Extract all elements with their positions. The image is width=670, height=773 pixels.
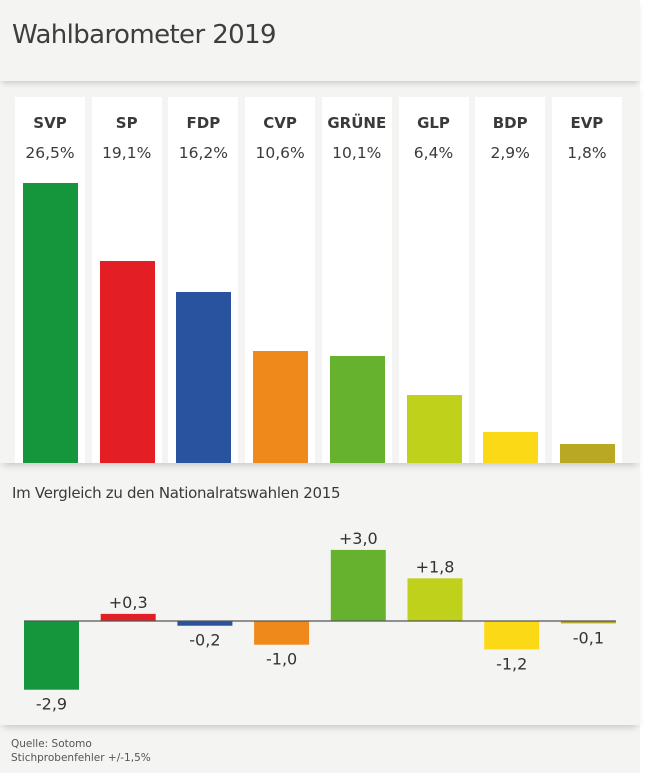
- party-column-cvp: CVP 10,6%: [245, 97, 316, 463]
- footer: Quelle: Sotomo Stichprobenfehler +/-1,5%: [11, 737, 151, 765]
- party-column-bdp: BDP 2,9%: [475, 97, 546, 463]
- comparison-panel: [0, 463, 640, 725]
- change-bar-fdp: [177, 621, 233, 626]
- results-chart: SVP 26,5% SP 19,1% FDP 16,2% CVP 10,6% GRÜNE 10,1…: [0, 81, 640, 463]
- change-bar-sp: [100, 613, 156, 621]
- party-name: SVP: [33, 114, 67, 132]
- change-bar-glp: [407, 578, 463, 621]
- party-bar: [253, 351, 309, 463]
- change-label: -0,1: [573, 628, 604, 647]
- comparison-subtitle: Im Vergleich zu den Nationalratswahlen 2…: [12, 484, 341, 502]
- change-label: +0,3: [109, 593, 148, 612]
- party-percentage: 26,5%: [25, 144, 75, 162]
- party-name: GRÜNE: [327, 114, 387, 132]
- party-percentage: 2,9%: [490, 144, 530, 162]
- change-bar-grne: [330, 549, 386, 621]
- party-column-sp: SP 19,1%: [91, 97, 162, 463]
- party-name: BDP: [492, 114, 528, 132]
- source-note: Quelle: Sotomo: [11, 738, 92, 750]
- change-label: +1,8: [416, 557, 455, 576]
- party-percentage: 1,8%: [567, 144, 607, 162]
- party-name: EVP: [570, 114, 604, 132]
- party-bar: [483, 432, 539, 463]
- change-bar-svp: [24, 621, 79, 690]
- party-percentage: 16,2%: [178, 144, 229, 162]
- party-column-grne: GRÜNE 10,1%: [321, 97, 392, 463]
- comparison-chart: -2,9 +0,3 -0,2 -1,0 +3,0 +1,8 -1,2 -0,1: [24, 529, 616, 714]
- party-bar: [559, 443, 615, 463]
- party-name: GLP: [417, 114, 450, 132]
- change-label: -1,2: [496, 654, 527, 673]
- change-label: -2,9: [36, 695, 67, 714]
- error-margin-note: Stichprobenfehler +/-1,5%: [11, 752, 151, 764]
- party-column-fdp: FDP 16,2%: [168, 97, 239, 463]
- change-bar-cvp: [254, 621, 310, 645]
- party-column-svp: SVP 26,5%: [15, 97, 85, 463]
- party-bar: [23, 183, 78, 463]
- party-percentage: 19,1%: [102, 144, 152, 162]
- party-column-evp: EVP 1,8%: [551, 97, 622, 463]
- party-bar: [329, 356, 385, 463]
- change-label: -1,0: [266, 650, 297, 669]
- party-percentage: 10,1%: [332, 144, 382, 162]
- party-bar: [406, 395, 462, 463]
- change-bar-bdp: [484, 621, 540, 650]
- chart-title: Wahlbarometer 2019: [12, 20, 277, 50]
- party-name: FDP: [186, 114, 221, 132]
- party-bar: [99, 261, 155, 463]
- party-percentage: 6,4%: [413, 144, 454, 162]
- header: Wahlbarometer 2019: [0, 0, 640, 81]
- party-column-glp: GLP 6,4%: [398, 97, 469, 463]
- change-label: -0,2: [189, 631, 220, 650]
- party-bar: [176, 291, 232, 463]
- party-name: CVP: [263, 114, 297, 132]
- change-label: +3,0: [339, 529, 378, 548]
- change-bar-evp: [560, 621, 616, 624]
- party-name: SP: [115, 114, 138, 132]
- party-percentage: 10,6%: [255, 144, 305, 162]
